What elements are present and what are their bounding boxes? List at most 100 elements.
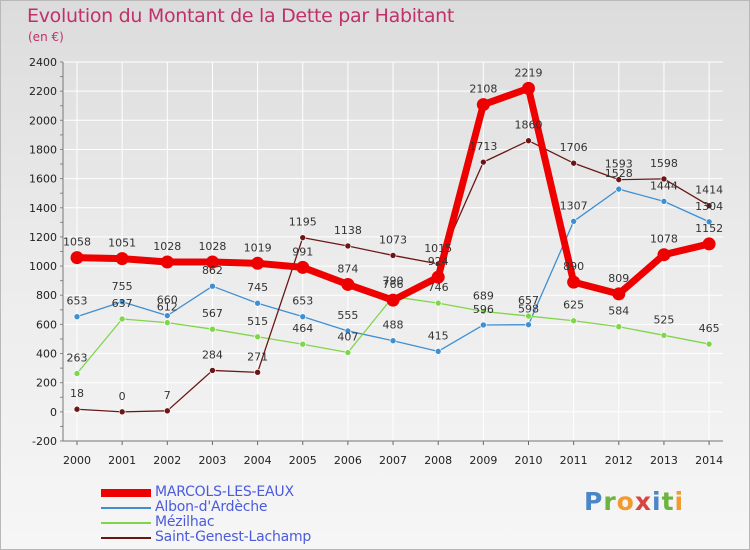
series-line-segment [482, 310, 530, 317]
y-tick-label: 1000 [29, 260, 57, 273]
data-point [118, 408, 126, 416]
series-line-segment [573, 320, 620, 328]
x-tick-label: 2010 [515, 454, 543, 467]
data-label: 1073 [379, 233, 407, 246]
data-point [164, 319, 171, 326]
series-2 [73, 293, 713, 377]
series-line-segment [121, 318, 168, 324]
series-line-segment [344, 280, 397, 304]
data-label: 745 [247, 281, 268, 294]
series-0 [70, 81, 716, 307]
series-line-segment [166, 321, 214, 330]
data-label: 1706 [560, 141, 588, 154]
data-label: 924 [428, 255, 449, 268]
series-line-segment [389, 273, 442, 304]
series-line-segment [211, 328, 259, 338]
x-tick-label: 2011 [560, 454, 588, 467]
data-point [705, 340, 713, 348]
data-label: 1307 [560, 199, 588, 212]
data-point [160, 255, 174, 269]
data-point [164, 407, 171, 415]
data-label: 809 [608, 272, 629, 285]
data-labels-0: 1058 1051 1028 1028 1019 991 874 766 924 2108 2219… [63, 66, 723, 291]
data-point [254, 299, 261, 307]
y-tick-label: 400 [36, 348, 57, 361]
data-point [344, 327, 352, 335]
data-label: 874 [337, 262, 358, 275]
data-label: 271 [247, 350, 268, 363]
data-point [115, 252, 129, 266]
series-line-segment [347, 330, 394, 342]
data-label: 1593 [605, 158, 633, 171]
x-tick-label: 2004 [244, 454, 272, 467]
data-label: 766 [383, 278, 404, 291]
data-label: 689 [473, 289, 494, 302]
series-line-segment [302, 237, 349, 247]
data-point [70, 251, 84, 265]
series-line-segment [527, 140, 575, 164]
legend-label-0: MARCOLS-LES-EAUX [155, 484, 294, 500]
data-point [73, 313, 81, 320]
series-1 [73, 185, 713, 355]
data-point [660, 198, 668, 205]
data-point [389, 337, 397, 345]
y-tick-label: 1400 [29, 202, 57, 215]
chart-title: Evolution du Montant de la Dette par Hab… [27, 5, 455, 27]
data-label: 1713 [469, 140, 497, 153]
legend-swatch-0 [101, 488, 151, 497]
data-label: 2219 [515, 66, 543, 79]
data-label: 991 [292, 245, 313, 258]
x-tick-label: 2014 [695, 454, 723, 467]
data-point [118, 298, 126, 306]
data-label: 0 [119, 390, 126, 403]
data-point [434, 299, 442, 307]
data-point [525, 137, 532, 145]
x-tick-label: 2000 [63, 454, 91, 467]
data-point [118, 315, 126, 323]
data-point [73, 405, 81, 413]
series-line-segment [121, 301, 168, 317]
series-line-segment [211, 285, 259, 304]
data-label: 755 [112, 280, 133, 293]
data-label: 284 [202, 348, 223, 361]
chart-unit: (en €) [28, 30, 64, 44]
data-point [434, 348, 442, 355]
data-point [705, 218, 713, 226]
data-label: 1152 [695, 222, 723, 235]
series-line-segment [434, 101, 487, 281]
data-label: 657 [518, 294, 539, 307]
series-line-segment [392, 254, 439, 265]
series-line-segment [573, 162, 620, 181]
data-label: 596 [473, 303, 494, 316]
y-tick-label: 1600 [29, 173, 57, 186]
x-tick-label: 2007 [379, 454, 407, 467]
data-point [209, 282, 216, 290]
y-tick-label: 0 [50, 406, 57, 419]
series-line-segment [118, 255, 171, 266]
legend-label-1: Albon-d'Ardèche [155, 499, 268, 515]
x-tick-label: 2006 [334, 454, 362, 467]
data-label: 1195 [289, 216, 317, 229]
data-point [296, 260, 310, 274]
data-label: 464 [292, 322, 313, 335]
data-point [205, 255, 219, 269]
data-point [615, 323, 623, 331]
data-label: 660 [157, 294, 178, 307]
series-line-segment [166, 369, 214, 412]
data-label: 653 [292, 295, 313, 308]
data-label: 584 [608, 305, 629, 318]
series-line-segment [208, 258, 262, 267]
data-label: 407 [337, 331, 358, 344]
data-point [525, 312, 532, 320]
data-point [570, 317, 577, 325]
y-tick-label: 600 [36, 318, 57, 331]
series-line-segment [256, 336, 304, 345]
series-line-segment [618, 326, 665, 336]
legend-swatch-3 [101, 536, 151, 539]
data-label: 1304 [695, 200, 723, 213]
data-label: 18 [70, 387, 84, 400]
data-label: 612 [157, 301, 178, 314]
series-line-segment [121, 410, 168, 413]
data-label: 790 [383, 275, 404, 288]
data-point [522, 81, 535, 95]
